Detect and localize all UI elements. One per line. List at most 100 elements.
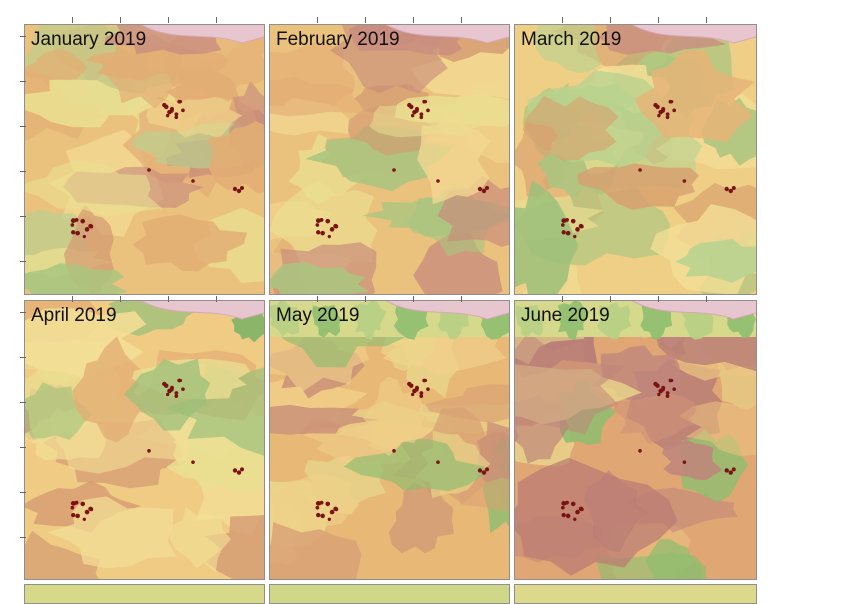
sampling-point-icon	[316, 512, 321, 518]
raster-zone	[354, 301, 387, 341]
graticule-tick	[20, 357, 26, 358]
sampling-point-icon	[670, 378, 674, 383]
raster-zone	[25, 49, 88, 86]
sampling-point-icon	[232, 186, 238, 192]
sampling-point-icon	[665, 394, 670, 398]
raster-zone	[425, 384, 509, 423]
sampling-point-icon	[657, 392, 661, 397]
sampling-point-icon	[419, 115, 424, 120]
graticule-tick	[317, 296, 318, 302]
raster-zone	[515, 331, 627, 435]
sampling-point-icon	[724, 468, 729, 473]
sampling-point-icon	[728, 470, 733, 475]
sampling-point-icon	[315, 218, 321, 223]
sampling-point-icon	[665, 112, 670, 117]
raster-zone	[343, 438, 485, 492]
map-panel-february: February 2019	[269, 24, 510, 295]
sampling-point-icon	[724, 186, 729, 192]
sampling-point-icon	[84, 227, 90, 232]
sampling-point-icon	[178, 100, 183, 104]
sampling-point-icon	[477, 468, 483, 473]
raster-zone	[25, 382, 93, 440]
sampling-point-icon	[327, 234, 331, 239]
sampling-point-icon	[320, 513, 325, 519]
graticule-tick	[20, 447, 26, 448]
raster-zone	[678, 400, 756, 457]
graticule-tick	[20, 537, 26, 538]
sampling-point-icon	[70, 505, 75, 510]
sampling-point-icon	[570, 501, 576, 507]
sampling-point-icon	[570, 218, 576, 224]
graticule-tick	[20, 261, 26, 262]
sampling-point-icon	[682, 179, 687, 183]
graticule-tick	[20, 126, 26, 127]
sampling-point-icon	[315, 501, 321, 506]
sampling-point-icon	[169, 387, 174, 392]
sampling-point-icon	[414, 387, 419, 392]
sampling-point-icon	[174, 391, 179, 395]
map-raster-june	[515, 301, 756, 579]
sampling-point-icon	[174, 394, 179, 398]
panel-title-april: April 2019	[31, 305, 117, 326]
graticule-tick	[461, 296, 462, 302]
graticule-tick	[72, 17, 73, 23]
panel-title-january: January 2019	[31, 29, 147, 50]
sampling-point-icon	[423, 100, 428, 104]
sampling-point-icon	[565, 513, 571, 519]
sampling-point-icon	[485, 467, 489, 472]
sampling-point-icon	[334, 224, 339, 229]
sampling-point-icon	[147, 449, 151, 453]
sampling-point-icon	[164, 383, 169, 388]
sampling-point-icon	[240, 467, 244, 472]
graticule-tick	[413, 296, 414, 302]
raster-zone	[101, 34, 186, 109]
sampling-point-icon	[561, 512, 566, 518]
sampling-point-icon	[71, 512, 76, 518]
sampling-point-icon	[147, 168, 151, 172]
graticule-tick	[216, 17, 217, 23]
sampling-point-icon	[665, 391, 670, 395]
sampling-point-icon	[71, 230, 76, 235]
sampling-point-icon	[325, 501, 331, 507]
sampling-point-icon	[327, 517, 331, 521]
sampling-point-icon	[419, 394, 424, 398]
sampling-point-icon	[682, 460, 687, 464]
graticule-tick	[365, 17, 366, 23]
sampling-point-icon	[414, 108, 419, 113]
raster-zone	[312, 304, 342, 338]
raster-zone	[522, 95, 619, 161]
graticule-tick	[413, 17, 414, 23]
sampling-point-icon	[657, 113, 661, 118]
sampling-point-icon	[325, 218, 331, 224]
panel-title-june: June 2019	[521, 305, 610, 326]
raster-zone	[270, 473, 360, 534]
sampling-point-icon	[575, 227, 580, 232]
sampling-point-icon	[236, 188, 242, 194]
river-feature	[140, 25, 264, 44]
raster-zone	[388, 482, 454, 554]
sampling-point-icon	[181, 387, 185, 392]
raster-zone	[393, 302, 429, 340]
raster-zone	[270, 404, 380, 435]
sampling-point-icon	[426, 108, 430, 113]
map-raster-march	[515, 25, 756, 294]
sampling-point-icon	[174, 115, 179, 120]
raster-zone	[675, 238, 756, 283]
sampling-point-icon	[561, 218, 567, 223]
raster-zone	[661, 439, 723, 481]
sampling-point-icon	[409, 104, 414, 110]
sampling-point-icon	[573, 517, 577, 521]
sampling-point-icon	[316, 230, 321, 235]
sampling-point-icon	[575, 509, 580, 515]
sampling-point-icon	[84, 509, 90, 515]
raster-zone	[72, 336, 145, 443]
sampling-point-icon	[665, 115, 670, 120]
raster-zone	[25, 530, 101, 579]
sampling-point-icon	[240, 186, 244, 190]
raster-zone	[413, 228, 503, 294]
sampling-point-icon	[70, 218, 76, 223]
sampling-point-icon	[426, 387, 430, 392]
raster-zone	[25, 263, 128, 294]
sampling-point-icon	[655, 383, 660, 388]
sampling-point-icon	[169, 108, 174, 113]
